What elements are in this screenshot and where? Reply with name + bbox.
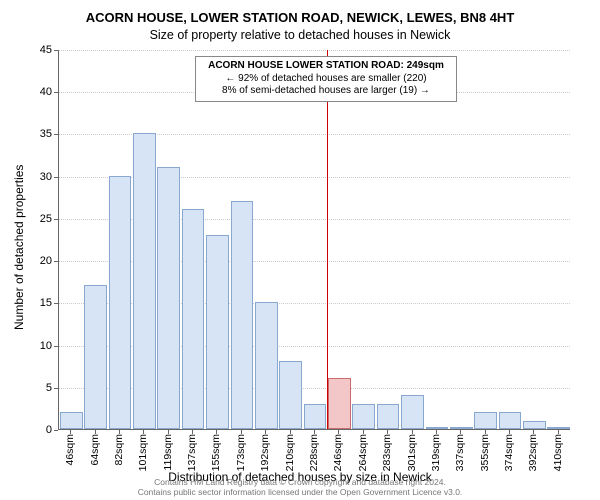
chart-title-sub: Size of property relative to detached ho…: [0, 28, 600, 42]
histogram-bar: [182, 209, 205, 429]
histogram-bar: [60, 412, 83, 429]
y-tick-mark: [54, 177, 58, 178]
x-tick-label: 228sqm: [308, 434, 320, 471]
chart-container: ACORN HOUSE, LOWER STATION ROAD, NEWICK,…: [0, 0, 600, 500]
y-tick-label: 20: [12, 255, 52, 267]
y-tick-label: 45: [12, 44, 52, 56]
histogram-bar: [84, 285, 107, 429]
x-tick-label: 137sqm: [186, 434, 198, 471]
footer-line-2: Contains public sector information licen…: [0, 488, 600, 498]
y-tick-mark: [54, 261, 58, 262]
histogram-bar: [499, 412, 522, 429]
x-tick-label: 264sqm: [357, 434, 369, 471]
y-tick-label: 15: [12, 297, 52, 309]
y-tick-mark: [54, 50, 58, 51]
histogram-bar: [426, 427, 449, 429]
x-tick-label: 392sqm: [527, 434, 539, 471]
x-tick-label: 283sqm: [381, 434, 393, 471]
histogram-bar: [304, 404, 327, 429]
x-tick-label: 301sqm: [406, 434, 418, 471]
x-tick-label: 319sqm: [430, 434, 442, 471]
grid-line: [59, 50, 570, 51]
histogram-bar: [450, 427, 473, 429]
chart-title-main: ACORN HOUSE, LOWER STATION ROAD, NEWICK,…: [0, 10, 600, 25]
histogram-bar: [401, 395, 424, 429]
histogram-bar: [206, 235, 229, 429]
y-tick-mark: [54, 92, 58, 93]
histogram-bar: [474, 412, 497, 429]
plot-area: [58, 50, 570, 430]
x-tick-label: 337sqm: [454, 434, 466, 471]
y-tick-mark: [54, 388, 58, 389]
histogram-bar: [279, 361, 302, 429]
x-tick-label: 355sqm: [479, 434, 491, 471]
reference-vline: [327, 50, 328, 429]
y-tick-mark: [54, 134, 58, 135]
y-tick-label: 40: [12, 86, 52, 98]
histogram-bar: [255, 302, 278, 429]
chart-footer: Contains HM Land Registry data © Crown c…: [0, 478, 600, 498]
histogram-bar: [523, 421, 546, 429]
y-tick-mark: [54, 219, 58, 220]
y-tick-mark: [54, 346, 58, 347]
x-tick-label: 410sqm: [552, 434, 564, 471]
histogram-bar: [109, 176, 132, 429]
y-tick-label: 0: [12, 424, 52, 436]
x-tick-label: 210sqm: [284, 434, 296, 471]
x-tick-label: 374sqm: [503, 434, 515, 471]
x-tick-label: 119sqm: [162, 434, 174, 471]
y-tick-label: 35: [12, 128, 52, 140]
y-tick-label: 10: [12, 340, 52, 352]
annotation-line-3: 8% of semi-detached houses are larger (1…: [201, 85, 451, 98]
annotation-box: ACORN HOUSE LOWER STATION ROAD: 249sqm ←…: [195, 56, 457, 102]
x-tick-label: 101sqm: [137, 434, 149, 471]
y-tick-mark: [54, 303, 58, 304]
histogram-bar-highlight: [328, 378, 351, 429]
x-tick-label: 173sqm: [235, 434, 247, 471]
x-tick-label: 46sqm: [64, 434, 76, 466]
y-tick-mark: [54, 430, 58, 431]
annotation-line-1: ACORN HOUSE LOWER STATION ROAD: 249sqm: [201, 60, 451, 73]
histogram-bar: [377, 404, 400, 429]
histogram-bar: [352, 404, 375, 429]
y-tick-label: 25: [12, 213, 52, 225]
x-tick-label: 155sqm: [210, 434, 222, 471]
x-tick-label: 64sqm: [89, 434, 101, 466]
histogram-bar: [547, 427, 570, 429]
histogram-bar: [231, 201, 254, 429]
x-tick-label: 82sqm: [113, 434, 125, 466]
histogram-bar: [157, 167, 180, 429]
x-tick-label: 192sqm: [259, 434, 271, 471]
histogram-bar: [133, 133, 156, 429]
y-tick-label: 30: [12, 171, 52, 183]
x-tick-label: 246sqm: [332, 434, 344, 471]
annotation-line-2: ← 92% of detached houses are smaller (22…: [201, 73, 451, 86]
y-tick-label: 5: [12, 382, 52, 394]
